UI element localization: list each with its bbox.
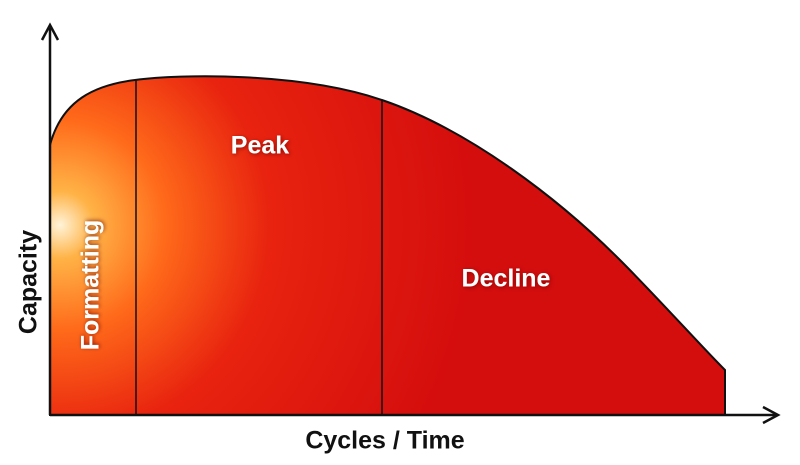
region-label: Peak xyxy=(231,132,289,160)
y-axis-arrow xyxy=(40,22,60,41)
capacity-area xyxy=(49,75,726,416)
x-axis-arrow xyxy=(762,405,781,425)
y-axis-label: Capacity xyxy=(15,230,43,334)
region-label: Decline xyxy=(462,265,551,293)
region-label: Formatting xyxy=(77,220,105,351)
x-axis-label: Cycles / Time xyxy=(305,427,464,455)
